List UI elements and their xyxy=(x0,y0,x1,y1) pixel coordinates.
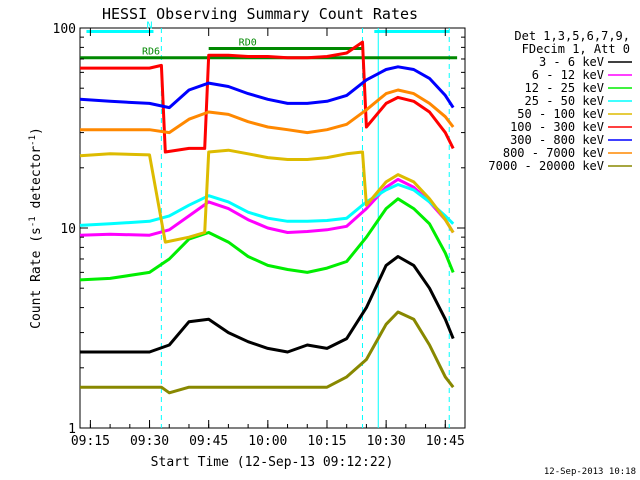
y-tick-label-10: 10 xyxy=(60,222,76,237)
x-tick-label-10:30: 10:30 xyxy=(367,434,406,449)
chart-title: HESSI Observing Summary Count Rates xyxy=(102,5,418,23)
series-line-8 xyxy=(80,310,455,395)
legend-header-line-1: Det 1,3,5,6,7,9, xyxy=(514,29,630,43)
flag-label-RD0: RD0 xyxy=(239,37,257,48)
x-tick-label-10:15: 10:15 xyxy=(307,434,346,449)
flag-label-RD6: RD6 xyxy=(142,47,160,58)
legend-label-6: 300 - 800 keV xyxy=(510,133,604,147)
x-tick-label-09:30: 09:30 xyxy=(130,434,169,449)
y-axis-label-superscript: -1 xyxy=(28,216,38,227)
y-axis: 1 10 100 xyxy=(53,22,465,437)
legend-label-4: 50 - 100 keV xyxy=(517,107,604,121)
legend-label-2: 12 - 25 keV xyxy=(525,81,604,95)
x-axis-label: Start Time (12-Sep-13 09:12:22) xyxy=(151,455,394,470)
y-axis-label-main: Count Rate (s xyxy=(29,227,44,329)
series-line-0 xyxy=(80,255,455,354)
series-line-6 xyxy=(79,65,455,110)
series-line-3 xyxy=(79,183,455,227)
series-line-2 xyxy=(79,197,455,282)
x-tick-label-10:00: 10:00 xyxy=(248,434,287,449)
series-line-7 xyxy=(80,88,455,135)
legend-label-3: 25 - 50 keV xyxy=(525,94,604,108)
legend-label-5: 100 - 300 keV xyxy=(510,120,604,134)
series-layer xyxy=(79,40,455,395)
annotation-flag-bars: N RD0 RD6 xyxy=(80,21,458,60)
legend: Det 1,3,5,6,7,9, FDecim 1, Att 0 3 - 6 k… xyxy=(488,29,632,173)
flag-label-N: N xyxy=(146,21,152,32)
series-line-1 xyxy=(79,177,455,237)
legend-header-line-2: FDecim 1, Att 0 xyxy=(522,42,630,56)
y-axis-label-superscript-2: -1 xyxy=(28,135,38,146)
footer-timestamp: 12-Sep-2013 10:18 xyxy=(544,467,636,477)
y-axis-label-end: ) xyxy=(29,127,44,135)
series-line-4 xyxy=(79,148,455,244)
y-axis-label: Count Rate (s-1 detector-1) xyxy=(28,127,44,329)
series-line-5 xyxy=(80,40,455,154)
plot-area: N RD0 RD6 xyxy=(79,21,466,429)
y-tick-label-1: 1 xyxy=(68,422,76,437)
legend-label-0: 3 - 6 keV xyxy=(539,55,604,69)
legend-label-1: 6 - 12 keV xyxy=(532,68,604,82)
x-tick-label-09:45: 09:45 xyxy=(189,434,228,449)
y-tick-label-100: 100 xyxy=(53,22,76,37)
legend-label-7: 800 - 7000 keV xyxy=(503,146,604,160)
y-axis-label-tail: detector xyxy=(29,146,44,217)
x-axis: 09:15 09:30 09:45 10:00 10:15 10:30 10:45 xyxy=(71,28,466,449)
legend-label-8: 7000 - 20000 keV xyxy=(488,159,604,173)
x-tick-label-09:15: 09:15 xyxy=(71,434,110,449)
x-tick-label-10:45: 10:45 xyxy=(426,434,465,449)
